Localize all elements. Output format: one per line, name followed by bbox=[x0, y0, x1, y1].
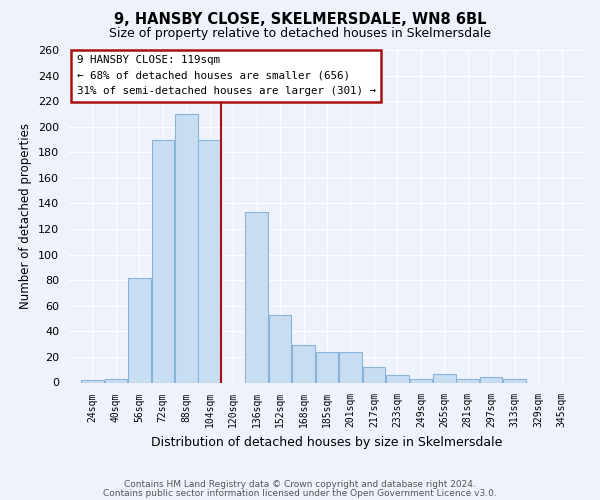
Bar bbox=[480, 378, 502, 382]
Bar bbox=[292, 346, 315, 383]
Text: 9, HANSBY CLOSE, SKELMERSDALE, WN8 6BL: 9, HANSBY CLOSE, SKELMERSDALE, WN8 6BL bbox=[114, 12, 486, 28]
Bar bbox=[362, 367, 385, 382]
Y-axis label: Number of detached properties: Number of detached properties bbox=[19, 123, 32, 309]
Bar bbox=[339, 352, 362, 382]
X-axis label: Distribution of detached houses by size in Skelmersdale: Distribution of detached houses by size … bbox=[151, 436, 503, 449]
Bar bbox=[457, 378, 479, 382]
Text: Size of property relative to detached houses in Skelmersdale: Size of property relative to detached ho… bbox=[109, 28, 491, 40]
Text: Contains public sector information licensed under the Open Government Licence v3: Contains public sector information licen… bbox=[103, 488, 497, 498]
Bar bbox=[152, 140, 174, 382]
Bar bbox=[316, 352, 338, 382]
Bar bbox=[128, 278, 151, 382]
Text: 9 HANSBY CLOSE: 119sqm
← 68% of detached houses are smaller (656)
31% of semi-de: 9 HANSBY CLOSE: 119sqm ← 68% of detached… bbox=[77, 55, 376, 96]
Text: Contains HM Land Registry data © Crown copyright and database right 2024.: Contains HM Land Registry data © Crown c… bbox=[124, 480, 476, 489]
Bar bbox=[503, 378, 526, 382]
Bar bbox=[410, 378, 432, 382]
Bar bbox=[433, 374, 455, 382]
Bar bbox=[269, 314, 292, 382]
Bar bbox=[175, 114, 197, 382]
Bar bbox=[81, 380, 104, 382]
Bar bbox=[245, 212, 268, 382]
Bar bbox=[104, 378, 127, 382]
Bar bbox=[386, 375, 409, 382]
Bar bbox=[199, 140, 221, 382]
